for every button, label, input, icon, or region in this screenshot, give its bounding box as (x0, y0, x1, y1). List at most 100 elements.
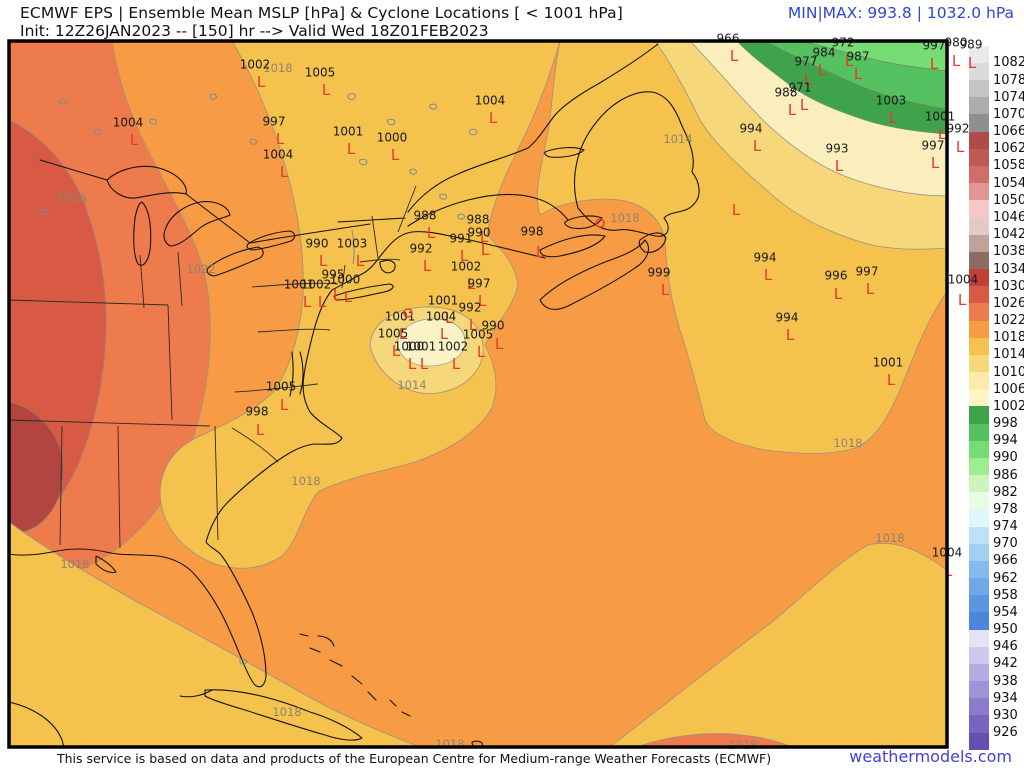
colorbar-tick-label: 970 (993, 536, 1018, 552)
colorbar-tick-label: 934 (993, 690, 1018, 706)
cyclone-L-marker: L (256, 421, 265, 439)
colorbar-tick-label: 1082 (993, 55, 1024, 71)
contour-value-label: 1018 (833, 436, 862, 450)
cyclone-L-marker: L (804, 71, 813, 89)
cyclone-L-marker: L (280, 163, 289, 181)
colorbar-cell (969, 492, 989, 510)
colorbar-tick-label: 1014 (993, 347, 1024, 363)
cyclone-pressure-label: 988 (414, 209, 437, 223)
cyclone-pressure-label: 1001 (385, 310, 416, 324)
cyclone-pressure-label: 997 (922, 139, 945, 153)
colorbar-cell (969, 681, 989, 699)
cyclone-pressure-label: 971 (789, 81, 812, 95)
cyclone-L-marker: L (480, 228, 489, 246)
cyclone-L-marker: L (452, 355, 461, 373)
colorbar-cell (969, 148, 989, 167)
colorbar-cell (969, 646, 989, 665)
colorbar-tick-label: 986 (993, 467, 1018, 483)
colorbar-tick-label: 1074 (993, 89, 1024, 105)
colorbar-cell (969, 389, 989, 407)
colorbar-tick-label: 1070 (993, 106, 1024, 122)
cyclone-pressure-label: 966 (717, 32, 740, 46)
cyclone-L-marker: L (467, 275, 476, 293)
cyclone-L-marker: L (956, 138, 965, 156)
minmax-readout: MIN|MAX: 993.8 | 1032.0 hPa (787, 4, 1014, 22)
colorbar-tick-label: 1050 (993, 192, 1024, 208)
cyclone-L-marker: L (303, 293, 312, 311)
colorbar-tick-label: 982 (993, 484, 1018, 500)
cyclone-L-marker: L (952, 52, 961, 70)
cyclone-L-marker: L (835, 157, 844, 175)
colorbar-cell (969, 372, 989, 390)
cyclone-pressure-label: 998 (521, 225, 544, 239)
cyclone-pressure-label: 992 (947, 122, 970, 136)
cyclone-L-marker: L (887, 371, 896, 389)
contour-value-label: 1018 (291, 474, 320, 488)
cyclone-circle-markers (403, 218, 605, 318)
colorbar-tick-label: 946 (993, 639, 1018, 655)
cyclone-L-marker: L (788, 101, 797, 119)
cyclone-pressure-label: 999 (648, 266, 671, 280)
cyclone-pressure-label: 1000 (394, 340, 425, 354)
cyclone-pressure-label: 994 (754, 251, 777, 265)
cyclone-L-marker: L (968, 54, 977, 72)
contour-value-label: 1014 (397, 378, 426, 392)
lakes-rivers (39, 93, 478, 665)
map-border (7, 39, 949, 749)
cyclone-circle (403, 308, 413, 318)
cyclone-L-marker: L (356, 252, 365, 270)
colorbar-tick-label: 958 (993, 587, 1018, 603)
cyclone-L-marker: L (333, 286, 342, 304)
cyclone-L-marker: L (322, 81, 331, 99)
contour-value-label: 1018 (60, 557, 89, 571)
cyclone-pressure-label: 1001 (284, 278, 315, 292)
cyclone-pressure-label: 1001 (428, 294, 459, 308)
cyclone-pressure-label: 991 (450, 232, 473, 246)
cyclone-pressure-label: 989 (960, 38, 983, 52)
colorbar-tick-label: 978 (993, 501, 1018, 517)
cyclone-pressure-label: 977 (795, 55, 818, 69)
colorbar-tick-label: 1046 (993, 210, 1024, 225)
cyclone-pressure-label: 1001 (406, 340, 437, 354)
cyclone-pressure-label: 1005 (463, 328, 494, 342)
init-valid-line: Init: 12Z26JAN2023 -- [150] hr --> Valid… (20, 22, 489, 40)
cyclone-pressure-label: 1002 (451, 260, 482, 274)
cyclone-L-marker: L (460, 247, 469, 265)
colorbar-cell (969, 114, 989, 133)
colorbar-cell (969, 663, 989, 682)
colorbar-cell (969, 423, 989, 442)
cyclone-L-marker: L (495, 335, 504, 353)
brand-link[interactable]: weathermodels.com (849, 747, 1012, 766)
cyclone-pressure-label: 1005 (266, 380, 297, 394)
cyclone-L-marker: L (800, 96, 809, 114)
cyclone-L-marker: L (481, 241, 490, 259)
cyclone-L-marker: L (938, 125, 947, 143)
cyclone-pressure-label: 1002 (301, 278, 332, 292)
colorbar-cell (969, 183, 989, 201)
cyclone-L-marker: L (661, 281, 670, 299)
colorbar-cell (969, 715, 989, 734)
colorbar-cell (969, 732, 989, 751)
colorbar-cell (969, 165, 989, 184)
colorbar-tick-label: 1018 (993, 330, 1024, 346)
contour-value-label: 1026 (57, 191, 86, 205)
colorbar-cell (969, 475, 989, 493)
cyclone-pressure-label: 994 (776, 311, 799, 325)
colorbar-cell (969, 526, 989, 545)
colorbar-tick-label: 1058 (993, 158, 1024, 174)
colorbar-tick-label: 1030 (993, 278, 1024, 294)
cyclone-pressure-label: 993 (826, 142, 849, 156)
contour-labels: 1018 1026 1022 1014 1018 1018 1018 1014 1018 1018… (57, 61, 904, 752)
cyclone-pressure-label: 997 (263, 115, 286, 129)
contour-value-label: 1018 (610, 211, 639, 225)
cyclone-pressure-label: 1001 (873, 356, 904, 370)
cyclone-pressure-label: 1000 (377, 131, 408, 145)
colorbar-cell (969, 406, 989, 425)
cyclone-L-marker: L (130, 131, 139, 149)
cyclone-L-marker: L (478, 292, 487, 310)
colorbar-tick-label: 938 (993, 673, 1018, 689)
cyclone-L-marker: L (391, 146, 400, 164)
cyclone-pressure-label: 984 (813, 46, 836, 60)
cyclone-pressure-label: 1005 (305, 66, 336, 80)
